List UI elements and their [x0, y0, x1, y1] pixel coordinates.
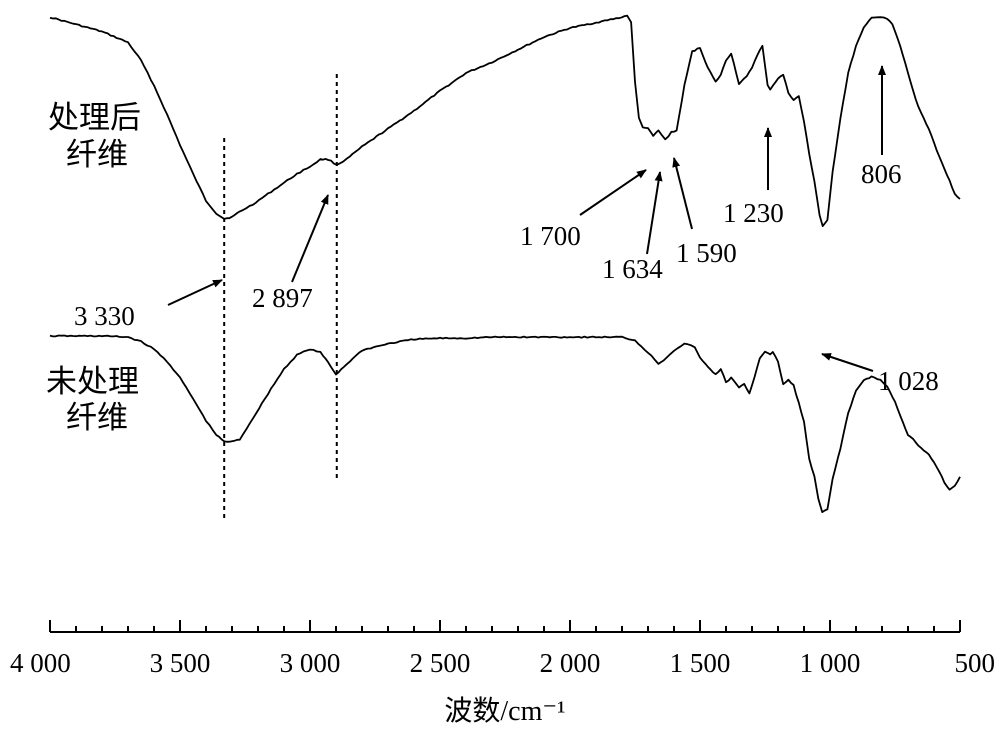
- peak-label-1230: 1 230: [723, 198, 784, 228]
- arrow-1700: [579, 169, 647, 216]
- series-label-untreated: 未处理 纤维: [46, 364, 139, 436]
- peak-annotations: 3 330 2 897 1 700 1 634 1 590 1 230 806 …: [74, 65, 939, 396]
- peak-label-1700: 1 700: [520, 221, 581, 251]
- peak-label-1028: 1 028: [878, 366, 939, 396]
- x-tick-label: 1 000: [800, 648, 861, 678]
- arrow-3330: [167, 279, 223, 306]
- peak-label-1634: 1 634: [602, 254, 663, 284]
- peak-label-3330: 3 330: [74, 301, 135, 331]
- x-tick-label: 4 000: [10, 648, 71, 678]
- series-label-treated-line2: 纤维: [66, 137, 128, 173]
- x-tick-label: 2 000: [540, 648, 601, 678]
- arrow-1634: [646, 171, 663, 255]
- x-tick-label: 500: [955, 648, 996, 678]
- x-tick-label: 3 000: [280, 648, 341, 678]
- series-line-untreated: [49, 334, 961, 513]
- series-label-treated-line1: 处理后: [48, 100, 141, 136]
- series-label-untreated-line1: 未处理: [46, 364, 139, 400]
- spectrum-lines: [49, 14, 961, 513]
- peak-label-806: 806: [861, 159, 902, 189]
- x-axis-label: 波数/cm⁻¹: [444, 695, 565, 727]
- peak-label-1590: 1 590: [676, 238, 737, 268]
- series-label-untreated-line2: 纤维: [66, 400, 128, 436]
- arrow-1028: [821, 353, 874, 372]
- peak-label-2897: 2 897: [252, 283, 313, 313]
- x-tick-label: 2 500: [410, 648, 471, 678]
- arrow-2897: [291, 194, 329, 283]
- x-tick-label: 3 500: [150, 648, 211, 678]
- series-line-treated: [49, 14, 961, 227]
- series-label-treated: 处理后 纤维: [48, 100, 141, 173]
- x-ticks: 4 000 3 500 3 000 2 500 2 000 1 500 1 000 500: [10, 620, 995, 678]
- arrow-1590: [672, 157, 693, 230]
- x-tick-label: 1 500: [670, 648, 731, 678]
- reference-lines: [223, 74, 338, 520]
